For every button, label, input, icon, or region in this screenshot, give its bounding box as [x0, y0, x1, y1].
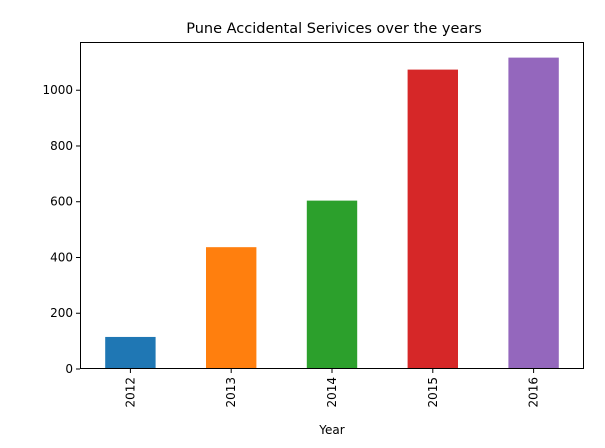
y-tick-label-400: 400 — [50, 250, 73, 264]
y-tick-label-200: 200 — [50, 306, 73, 320]
bar-2012 — [105, 336, 156, 369]
y-tick-label-600: 600 — [50, 195, 73, 209]
plot-frame — [80, 42, 584, 369]
x-axis-title: Year — [318, 423, 344, 437]
y-tick-label-800: 800 — [50, 139, 73, 153]
x-tick-label-2015: 2015 — [426, 377, 440, 408]
bar-2015 — [407, 69, 458, 370]
y-tick-label-1000: 1000 — [42, 83, 73, 97]
y-axis: 0 200 400 600 800 1000 — [42, 83, 80, 376]
x-tick-label-2012: 2012 — [123, 377, 137, 408]
bar-2013 — [206, 247, 257, 369]
y-tick-label-0: 0 — [65, 362, 73, 376]
x-tick-label-2013: 2013 — [224, 377, 238, 408]
x-axis: 2012 2013 2014 2015 2016 — [123, 369, 541, 408]
x-tick-label-2016: 2016 — [527, 377, 541, 408]
bar-2014 — [306, 200, 358, 369]
bar-2016 — [508, 57, 559, 369]
bars-group — [105, 57, 559, 370]
chart-title: Pune Accidental Serivices over the years — [186, 21, 482, 37]
x-tick-label-2014: 2014 — [325, 377, 339, 408]
